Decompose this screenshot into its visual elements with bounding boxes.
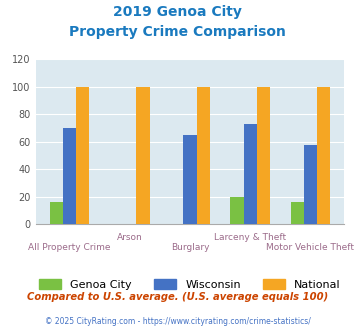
Legend: Genoa City, Wisconsin, National: Genoa City, Wisconsin, National: [39, 280, 341, 290]
Text: Burglary: Burglary: [171, 243, 209, 251]
Bar: [257, 87, 270, 224]
Bar: [244, 124, 257, 224]
Bar: [290, 202, 304, 224]
Bar: [230, 197, 244, 224]
Text: © 2025 CityRating.com - https://www.cityrating.com/crime-statistics/: © 2025 CityRating.com - https://www.city…: [45, 317, 310, 326]
Bar: [183, 135, 197, 224]
Text: Motor Vehicle Theft: Motor Vehicle Theft: [267, 243, 354, 251]
Bar: [63, 128, 76, 224]
Text: Compared to U.S. average. (U.S. average equals 100): Compared to U.S. average. (U.S. average …: [27, 292, 328, 302]
Bar: [76, 87, 89, 224]
Text: Arson: Arson: [117, 233, 143, 242]
Text: 2019 Genoa City: 2019 Genoa City: [113, 5, 242, 19]
Bar: [304, 145, 317, 224]
Text: Larceny & Theft: Larceny & Theft: [214, 233, 286, 242]
Text: All Property Crime: All Property Crime: [28, 243, 111, 251]
Text: Property Crime Comparison: Property Crime Comparison: [69, 25, 286, 39]
Bar: [197, 87, 210, 224]
Bar: [136, 87, 149, 224]
Bar: [50, 202, 63, 224]
Bar: [317, 87, 330, 224]
